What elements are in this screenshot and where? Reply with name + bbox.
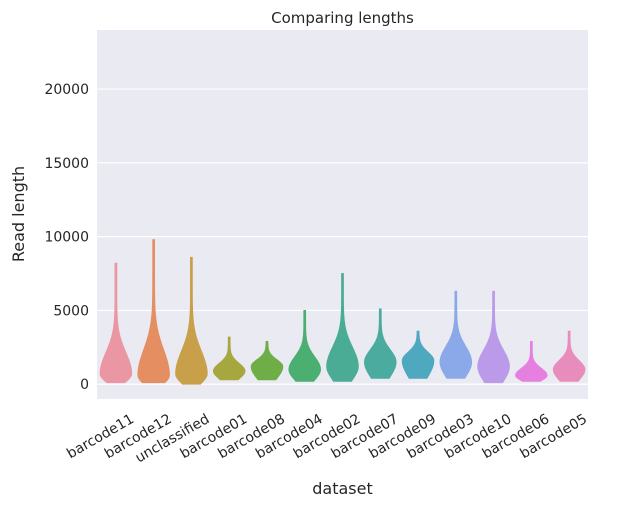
violins: [99, 239, 586, 385]
y-axis-label: Read length: [9, 166, 28, 262]
y-tick-label: 10000: [44, 230, 89, 246]
violin-barcode06: [515, 341, 548, 382]
y-tick-label: 5000: [53, 303, 89, 319]
violin-barcode03: [439, 290, 473, 379]
violin-barcode07: [364, 308, 397, 379]
violin-barcode01: [212, 336, 246, 381]
y-tick-label: 15000: [44, 156, 89, 172]
y-tick-label: 0: [80, 377, 89, 393]
violin-barcode09: [401, 330, 435, 379]
violin-barcode02: [326, 273, 359, 382]
chart-title: Comparing lengths: [271, 9, 414, 27]
y-tick-labels: 0 5000 10000 15000 20000: [44, 82, 89, 393]
x-axis-label: dataset: [312, 479, 373, 498]
violin-barcode11: [99, 262, 133, 384]
violin-unclassified: [175, 256, 208, 385]
x-tick-labels: barcode11barcode12unclassifiedbarcode01b…: [64, 411, 590, 466]
violin-barcode12: [137, 239, 170, 384]
violin-barcode05: [552, 330, 586, 382]
y-tick-label: 20000: [44, 82, 89, 98]
violin-barcode04: [288, 310, 321, 382]
violin-barcode08: [250, 341, 284, 381]
violin-barcode10: [477, 290, 510, 384]
